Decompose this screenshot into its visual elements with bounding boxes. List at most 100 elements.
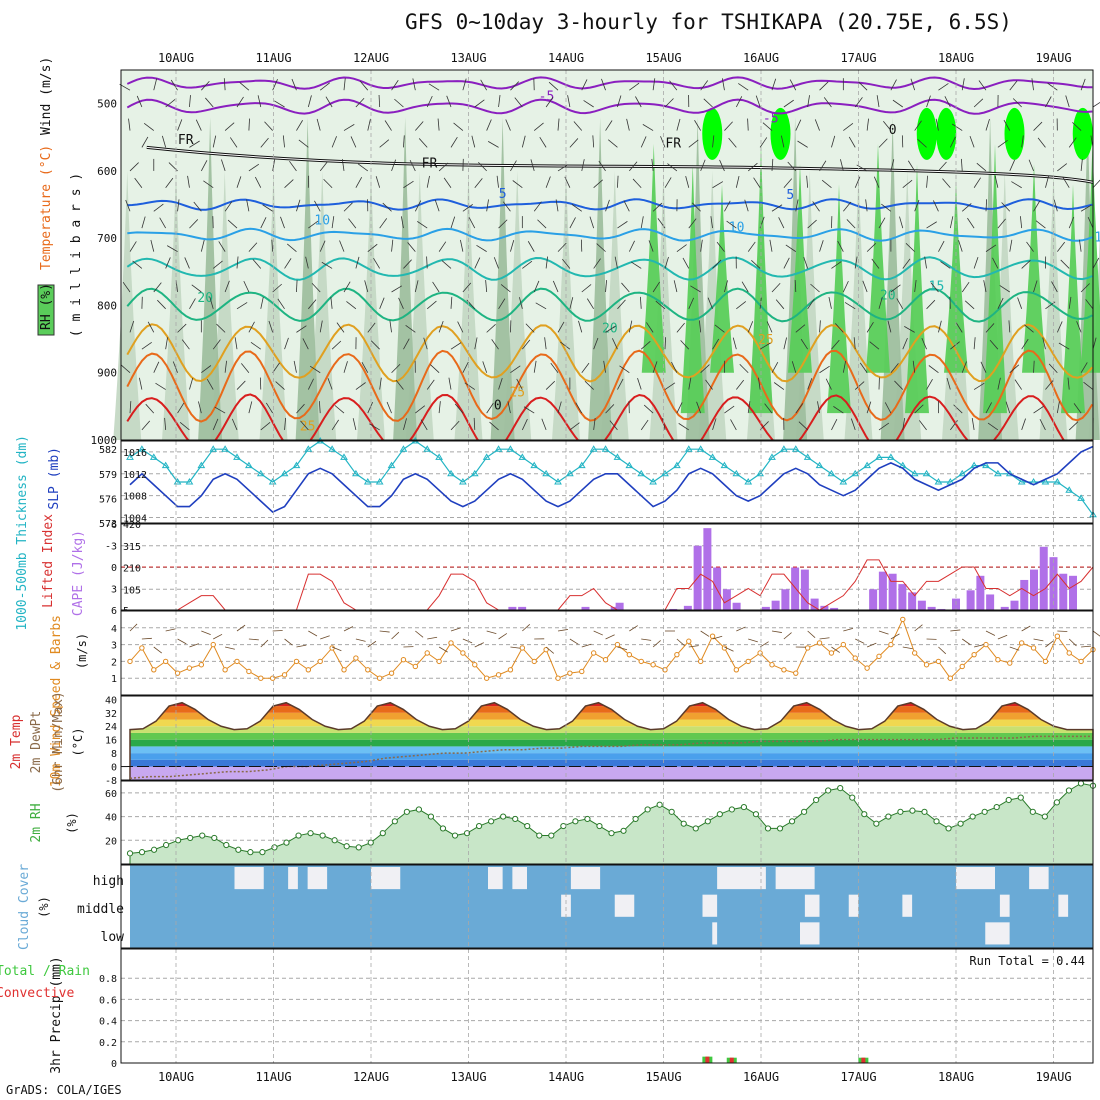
wind-barb — [177, 323, 187, 333]
wind-barb — [940, 261, 951, 269]
wind-barb — [373, 257, 381, 269]
wind-barb — [1042, 337, 1046, 350]
surface-wind-barb — [997, 634, 1008, 640]
temperature-ylabel: Temperature (°C) — [39, 145, 54, 270]
temp-band — [130, 766, 1093, 780]
wind-barb — [854, 381, 865, 390]
wind-barb — [246, 199, 250, 212]
wind-barb — [619, 365, 630, 374]
wind-barb — [189, 95, 191, 108]
rh2m-marker — [644, 806, 651, 813]
precip-conv-bar — [729, 1057, 734, 1063]
wind-barb — [902, 417, 906, 430]
thickness-marker — [494, 445, 503, 452]
rh-plume-dark — [198, 117, 223, 440]
rh2m-marker — [415, 806, 422, 813]
wind-barb — [274, 100, 285, 108]
cloud-gap — [561, 894, 571, 917]
wind-barb — [635, 96, 642, 108]
wind-barb — [853, 337, 856, 350]
wind-barb — [969, 135, 975, 148]
contour-15 — [126, 256, 1093, 281]
wind-barb — [189, 219, 199, 229]
wind-barb — [129, 320, 135, 333]
cape-bar — [976, 575, 985, 610]
thickness-marker — [863, 461, 871, 469]
wind-barb — [474, 257, 481, 269]
wind-barb — [478, 161, 487, 172]
wind-barb — [143, 123, 155, 131]
wind-barb — [609, 420, 618, 431]
cape-bar — [810, 598, 819, 610]
surface-wind-barb — [450, 627, 461, 632]
surface-wind-barb — [1081, 645, 1092, 648]
surface-wind-barb — [379, 630, 390, 633]
surface-wind-barb — [189, 643, 199, 648]
cloud-gap — [985, 922, 1010, 945]
rh-plume — [1088, 233, 1100, 440]
wind-barb — [950, 341, 960, 350]
surface-wind-barb — [938, 646, 947, 655]
contour-label: 25 — [509, 385, 525, 400]
contour-label: 20 — [602, 321, 618, 336]
wind-barb — [914, 404, 924, 414]
wind-barb — [423, 337, 428, 350]
wind-barb — [355, 97, 365, 108]
wind-barb — [200, 160, 208, 172]
surface-wind-barb — [165, 628, 176, 632]
wind-barb — [434, 199, 440, 212]
wind-barb — [1033, 121, 1043, 131]
wind-barb — [946, 377, 951, 390]
wind-barb — [783, 178, 793, 188]
surface-wind-barb — [866, 642, 877, 648]
wind-barb — [172, 361, 178, 373]
thickness-marker — [221, 445, 229, 452]
surface-wind-barb — [510, 646, 521, 649]
wind-barb — [367, 401, 374, 414]
rh2m-marker — [885, 813, 892, 820]
wind-barb — [307, 378, 314, 390]
thickness-marker — [696, 445, 705, 452]
contour-label: 25 — [300, 420, 316, 435]
cloud-gap — [307, 867, 328, 890]
rh-tick: 60 — [105, 789, 117, 800]
wind-barb — [617, 175, 619, 188]
wind-barb — [973, 98, 984, 108]
rh-core — [1072, 107, 1093, 160]
wind-barb — [375, 176, 381, 188]
wind-barb — [450, 216, 456, 229]
wind-barb — [514, 97, 523, 108]
wind-speed-marker — [745, 658, 751, 665]
rh2m-marker — [199, 832, 206, 839]
rh2m-marker — [247, 849, 254, 856]
surface-wind-barb — [593, 630, 603, 636]
thickness-marker — [340, 453, 348, 460]
wind-barb — [296, 120, 303, 131]
wind-barb — [221, 159, 226, 172]
surface-wind-barb — [724, 646, 734, 652]
wind-barb — [1087, 216, 1094, 229]
wind-barb — [284, 258, 292, 269]
wind-barb — [640, 216, 644, 229]
wind-barb — [914, 280, 917, 293]
date-label-bottom: 13AUG — [450, 1070, 486, 1084]
wind-barb — [415, 405, 426, 414]
wind-speed-marker — [210, 641, 216, 648]
wind-barb — [319, 161, 328, 172]
wind-barb — [854, 176, 861, 188]
wind-barb — [505, 119, 511, 131]
wind-barb — [878, 297, 883, 309]
wind-barb — [236, 380, 246, 390]
wind-barb — [323, 178, 333, 189]
thickness-marker — [542, 469, 550, 477]
surface-wind-barb — [641, 638, 652, 641]
wind-barb — [902, 258, 911, 269]
wind-barb — [359, 80, 369, 91]
wind-barb — [961, 203, 972, 212]
wind-barb — [873, 176, 880, 188]
surface-wind-barb — [1009, 646, 1020, 651]
wind-barb — [846, 219, 856, 229]
cape-bar — [508, 606, 517, 610]
wind-barb — [527, 241, 535, 252]
cloud-gap — [614, 894, 635, 917]
